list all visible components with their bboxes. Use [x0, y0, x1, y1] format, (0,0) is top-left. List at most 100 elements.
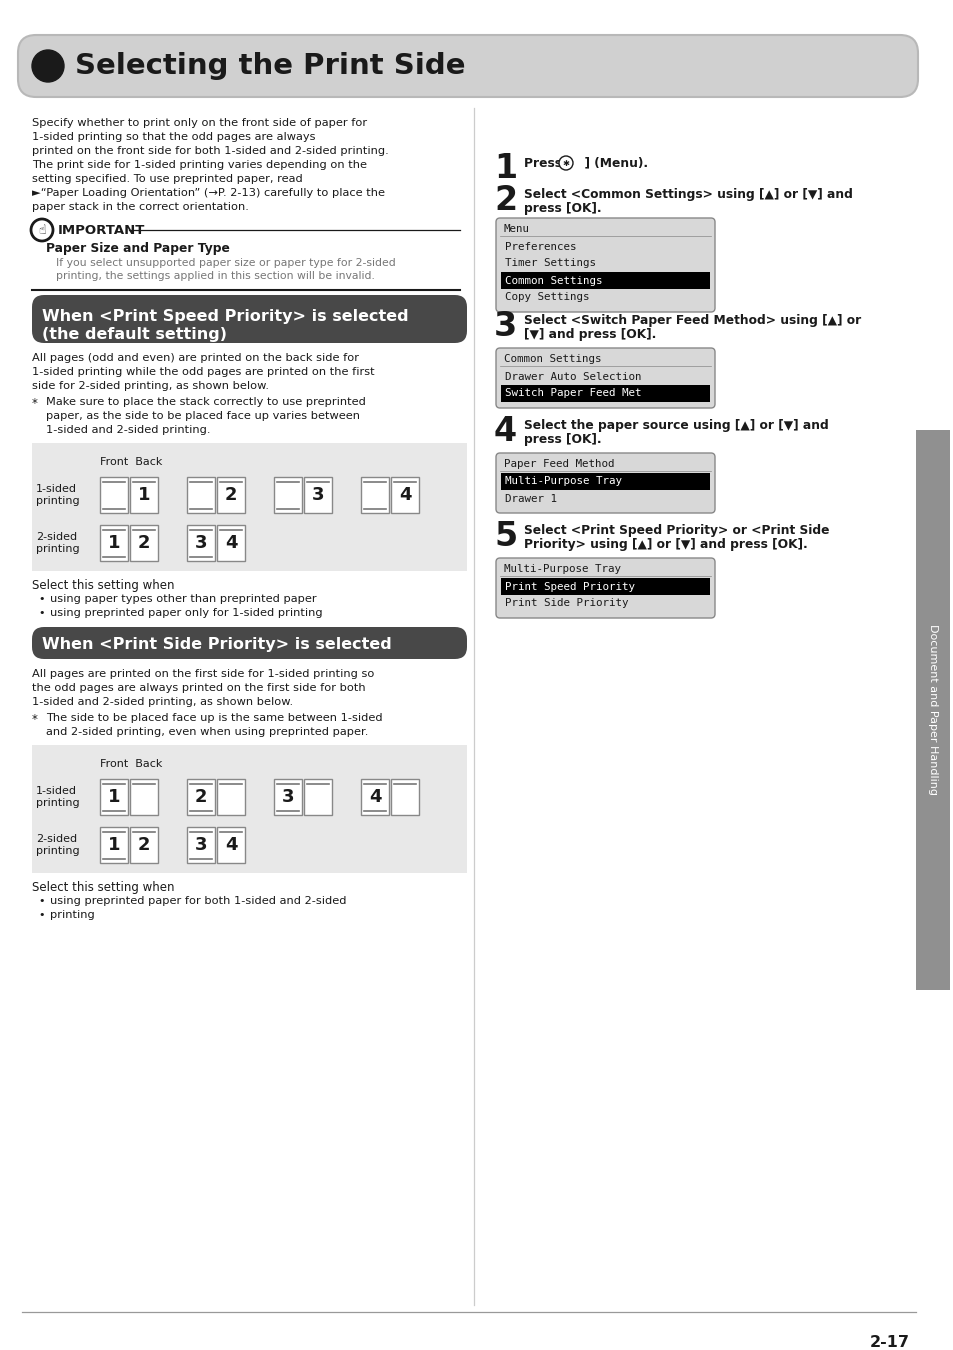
- Text: ►“Paper Loading Orientation” (→P. 2-13) carefully to place the: ►“Paper Loading Orientation” (→P. 2-13) …: [32, 188, 385, 198]
- Bar: [32, 443, 467, 571]
- Bar: [500, 385, 709, 402]
- Text: paper stack in the correct orientation.: paper stack in the correct orientation.: [32, 202, 249, 212]
- Text: The side to be placed face up is the same between 1-sided: The side to be placed face up is the sam…: [46, 713, 382, 724]
- Text: 1-sided
printing: 1-sided printing: [36, 786, 79, 807]
- Text: 4: 4: [225, 535, 237, 552]
- Text: 4: 4: [398, 486, 411, 504]
- Text: printing, the settings applied in this section will be invalid.: printing, the settings applied in this s…: [56, 271, 375, 281]
- Text: Select this setting when: Select this setting when: [32, 882, 174, 894]
- Text: Select <Print Speed Priority> or <Print Side: Select <Print Speed Priority> or <Print …: [523, 524, 828, 537]
- Text: printed on the front side for both 1-sided and 2-sided printing.: printed on the front side for both 1-sid…: [32, 146, 388, 157]
- Text: 4: 4: [369, 788, 381, 806]
- Bar: [187, 477, 214, 513]
- Text: If you select unsupported paper size or paper type for 2-sided: If you select unsupported paper size or …: [56, 258, 395, 269]
- Text: Selecting the Print Side: Selecting the Print Side: [75, 53, 465, 80]
- Text: Select <Common Settings> using [▲] or [▼] and: Select <Common Settings> using [▲] or [▼…: [523, 188, 852, 201]
- Text: Specify whether to print only on the front side of paper for: Specify whether to print only on the fro…: [32, 117, 367, 128]
- Bar: [915, 431, 949, 990]
- FancyBboxPatch shape: [496, 558, 714, 618]
- Text: Multi-Purpose Tray: Multi-Purpose Tray: [504, 477, 621, 486]
- Text: 5: 5: [494, 520, 517, 554]
- Bar: [100, 525, 128, 562]
- Bar: [360, 477, 389, 513]
- Text: press [OK].: press [OK].: [523, 202, 601, 215]
- Bar: [216, 525, 245, 562]
- Text: Priority> using [▲] or [▼] and press [OK].: Priority> using [▲] or [▼] and press [OK…: [523, 539, 807, 551]
- Text: When <Print Speed Priority> is selected: When <Print Speed Priority> is selected: [42, 309, 408, 324]
- Text: and 2-sided printing, even when using preprinted paper.: and 2-sided printing, even when using pr…: [46, 728, 368, 737]
- FancyBboxPatch shape: [496, 454, 714, 513]
- Text: 2-sided
printing: 2-sided printing: [36, 532, 79, 553]
- Bar: [100, 828, 128, 863]
- Text: Make sure to place the stack correctly to use preprinted: Make sure to place the stack correctly t…: [46, 397, 366, 406]
- Bar: [187, 779, 214, 815]
- Text: Press [   ] (Menu).: Press [ ] (Menu).: [523, 157, 647, 169]
- Text: paper, as the side to be placed face up varies between: paper, as the side to be placed face up …: [46, 410, 359, 421]
- Bar: [500, 472, 709, 490]
- Text: •: •: [38, 594, 45, 603]
- Text: 2: 2: [137, 535, 150, 552]
- Bar: [100, 779, 128, 815]
- Text: Document and Paper Handling: Document and Paper Handling: [927, 625, 937, 795]
- Text: 2: 2: [494, 184, 517, 217]
- Bar: [100, 477, 128, 513]
- Text: 4: 4: [225, 836, 237, 855]
- Bar: [216, 779, 245, 815]
- Text: 4: 4: [494, 414, 517, 448]
- Bar: [274, 779, 302, 815]
- Text: printing: printing: [50, 910, 94, 919]
- Bar: [130, 525, 158, 562]
- FancyBboxPatch shape: [32, 296, 467, 343]
- Text: Print Side Priority: Print Side Priority: [504, 598, 628, 609]
- Text: Drawer 1: Drawer 1: [504, 494, 557, 504]
- Bar: [304, 477, 332, 513]
- Text: Common Settings: Common Settings: [504, 275, 602, 285]
- Text: 2-sided
printing: 2-sided printing: [36, 834, 79, 856]
- FancyBboxPatch shape: [496, 217, 714, 312]
- Text: 3: 3: [194, 836, 207, 855]
- Text: Front  Back: Front Back: [100, 458, 162, 467]
- Bar: [216, 828, 245, 863]
- Text: Drawer Auto Selection: Drawer Auto Selection: [504, 371, 640, 382]
- Bar: [274, 477, 302, 513]
- Text: setting specified. To use preprinted paper, read: setting specified. To use preprinted pap…: [32, 174, 302, 184]
- Text: IMPORTANT: IMPORTANT: [58, 224, 145, 236]
- Text: 2-17: 2-17: [869, 1335, 909, 1350]
- Text: •: •: [38, 896, 45, 906]
- Text: [▼] and press [OK].: [▼] and press [OK].: [523, 328, 656, 342]
- Text: 1-sided printing while the odd pages are printed on the first: 1-sided printing while the odd pages are…: [32, 367, 375, 377]
- Text: Front  Back: Front Back: [100, 759, 162, 769]
- Text: (the default setting): (the default setting): [42, 327, 227, 342]
- Text: •: •: [38, 910, 45, 919]
- Text: 2: 2: [194, 788, 207, 806]
- Text: Select the paper source using [▲] or [▼] and: Select the paper source using [▲] or [▼]…: [523, 418, 828, 432]
- Text: 3: 3: [494, 310, 517, 343]
- Circle shape: [30, 219, 53, 242]
- Text: Select this setting when: Select this setting when: [32, 579, 174, 593]
- Text: 1-sided
printing: 1-sided printing: [36, 485, 79, 506]
- Bar: [32, 745, 467, 873]
- Bar: [216, 477, 245, 513]
- Text: 1-sided printing so that the odd pages are always: 1-sided printing so that the odd pages a…: [32, 132, 315, 142]
- Text: Switch Paper Feed Met: Switch Paper Feed Met: [504, 389, 640, 398]
- Text: ☝: ☝: [38, 224, 46, 236]
- Text: the odd pages are always printed on the first side for both: the odd pages are always printed on the …: [32, 683, 365, 693]
- Text: Select <Switch Paper Feed Method> using [▲] or: Select <Switch Paper Feed Method> using …: [523, 315, 861, 327]
- Text: •: •: [38, 608, 45, 618]
- Text: 1: 1: [494, 153, 517, 185]
- Text: When <Print Side Priority> is selected: When <Print Side Priority> is selected: [42, 637, 392, 652]
- Bar: [391, 477, 418, 513]
- Bar: [304, 779, 332, 815]
- Bar: [130, 828, 158, 863]
- Text: 1-sided and 2-sided printing, as shown below.: 1-sided and 2-sided printing, as shown b…: [32, 697, 293, 707]
- Text: All pages are printed on the first side for 1-sided printing so: All pages are printed on the first side …: [32, 670, 374, 679]
- Bar: [130, 477, 158, 513]
- Text: Menu: Menu: [503, 224, 530, 234]
- Bar: [130, 779, 158, 815]
- Text: *: *: [32, 397, 38, 410]
- Text: *: *: [32, 713, 38, 726]
- Text: press [OK].: press [OK].: [523, 433, 601, 446]
- FancyBboxPatch shape: [496, 348, 714, 408]
- Text: 1: 1: [108, 836, 120, 855]
- Text: Timer Settings: Timer Settings: [504, 258, 596, 269]
